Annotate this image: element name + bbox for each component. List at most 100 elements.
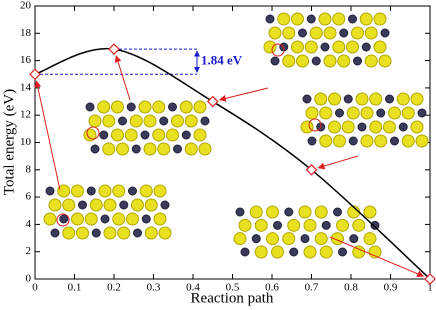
y-tick-label: 2: [26, 245, 32, 257]
atom-yellow: [314, 205, 328, 219]
atom-dark: [398, 122, 408, 132]
point-marker: [305, 163, 318, 176]
y-tick-label: 4: [26, 218, 32, 230]
atom-yellow: [62, 226, 76, 240]
atom-dark: [90, 144, 100, 154]
atom-dark: [343, 94, 353, 104]
atom-dark: [417, 108, 427, 118]
atom-yellow: [254, 245, 268, 259]
x-tick-label: 0.1: [68, 282, 82, 294]
atom-yellow: [89, 198, 103, 212]
atom-yellow: [138, 100, 152, 114]
point-marker: [206, 95, 219, 108]
atom-yellow: [266, 205, 279, 219]
atom-yellow: [410, 92, 424, 106]
atom-yellow: [76, 226, 89, 240]
atom-yellow: [309, 26, 323, 40]
molecule-image: [233, 205, 382, 259]
atom-yellow: [396, 92, 410, 106]
atom-yellow: [102, 142, 116, 156]
atom-dark: [133, 228, 142, 238]
atom-dark: [338, 247, 347, 257]
atom-yellow: [383, 120, 396, 134]
x-tick-label: 0.8: [344, 282, 358, 294]
atom-dark: [370, 220, 380, 230]
atom-dark: [99, 130, 109, 140]
atom-yellow: [298, 205, 312, 219]
y-tick-label: 20: [20, 0, 32, 12]
atom-dark: [86, 186, 96, 196]
atom-yellow: [97, 100, 111, 114]
atom-dark: [311, 56, 321, 66]
atom-yellow: [373, 12, 387, 26]
atom-yellow: [318, 12, 332, 26]
atom-yellow: [328, 120, 341, 134]
atom-dark: [349, 234, 359, 244]
atom-yellow: [300, 120, 314, 134]
vacancy-ring: [56, 213, 70, 227]
atom-yellow: [111, 128, 124, 142]
y-tick-label: 0: [26, 273, 32, 285]
atom-yellow: [193, 128, 207, 142]
atom-yellow: [144, 198, 158, 212]
atom-dark: [339, 28, 349, 38]
atom-yellow: [369, 120, 383, 134]
atom-dark: [128, 186, 137, 196]
atom-dark: [335, 108, 344, 118]
y-tick-label: 6: [26, 191, 32, 203]
atom-dark: [333, 207, 342, 217]
y-axis-label: Total energy (eV): [1, 89, 17, 195]
energy-curve: [34, 47, 431, 280]
atom-yellow: [143, 142, 157, 156]
atom-dark: [273, 220, 282, 230]
atom-yellow: [364, 26, 378, 40]
y-tick-label: 8: [26, 163, 32, 175]
atom-dark: [159, 116, 169, 126]
atom-yellow: [364, 54, 378, 68]
atom-yellow: [179, 100, 193, 114]
atom-dark: [380, 28, 390, 38]
atom-yellow: [103, 226, 117, 240]
atom-dark: [235, 207, 245, 217]
atom-dark: [300, 234, 310, 244]
atom-dark: [45, 186, 55, 196]
atom-yellow: [43, 212, 57, 226]
atom-yellow: [233, 232, 247, 246]
atom-dark: [118, 116, 127, 126]
atom-yellow: [291, 40, 304, 54]
atom-yellow: [57, 184, 71, 198]
atom-dark: [306, 14, 316, 24]
point-marker: [108, 43, 120, 55]
vacancy-ring: [308, 118, 322, 132]
x-tick-label: 0.7: [305, 282, 319, 294]
atom-yellow: [369, 92, 383, 106]
atom-yellow: [319, 106, 333, 120]
atom-dark: [200, 116, 210, 126]
x-tick-label: 0.5: [226, 282, 240, 294]
atom-yellow: [291, 12, 304, 26]
molecule-image: [300, 92, 429, 148]
atom-yellow: [249, 205, 263, 219]
atom-yellow: [171, 114, 184, 128]
pointer-arrow: [329, 236, 425, 278]
y-tick-label: 12: [20, 109, 31, 121]
atom-yellow: [254, 218, 268, 232]
atom-dark: [289, 247, 299, 257]
atom-dark: [376, 108, 386, 118]
x-axis-label: Reaction path: [191, 290, 274, 306]
atom-dark: [141, 214, 151, 224]
point-marker: [29, 68, 41, 81]
atom-dark: [385, 94, 394, 104]
pointer-arrow: [34, 80, 61, 191]
barrier-label: 1.84 eV: [201, 53, 243, 68]
atom-dark: [240, 247, 250, 257]
atom-yellow: [323, 26, 337, 40]
point-marker: [424, 273, 436, 285]
atom-dark: [298, 28, 307, 38]
atom-dark: [59, 214, 69, 224]
atom-yellow: [139, 184, 153, 198]
atom-yellow: [157, 142, 171, 156]
atom-yellow: [359, 12, 373, 26]
atom-yellow: [152, 100, 166, 114]
